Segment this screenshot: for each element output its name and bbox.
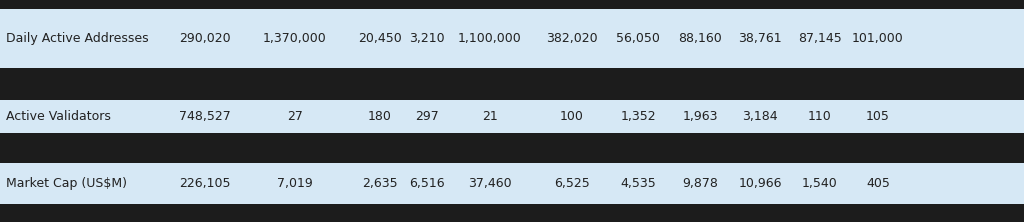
Text: 38,761: 38,761 [738,32,781,45]
Text: 405: 405 [866,177,890,190]
Text: 88,160: 88,160 [678,32,722,45]
FancyBboxPatch shape [0,163,1024,204]
Text: 21: 21 [482,110,498,123]
Text: 101,000: 101,000 [852,32,904,45]
Text: 1,352: 1,352 [621,110,655,123]
Text: 7,019: 7,019 [278,177,313,190]
Text: 10,966: 10,966 [738,177,781,190]
Text: 100: 100 [560,110,584,123]
Text: 297: 297 [415,110,439,123]
FancyBboxPatch shape [0,204,1024,222]
Text: 226,105: 226,105 [179,177,230,190]
Text: Daily Active Addresses: Daily Active Addresses [6,32,148,45]
Text: 87,145: 87,145 [798,32,842,45]
FancyBboxPatch shape [0,133,1024,163]
Text: 20,450: 20,450 [358,32,401,45]
Text: 105: 105 [866,110,890,123]
FancyBboxPatch shape [0,9,1024,68]
FancyBboxPatch shape [0,0,1024,9]
Text: 27: 27 [287,110,303,123]
Text: 2,635: 2,635 [362,177,397,190]
FancyBboxPatch shape [0,100,1024,133]
Text: Market Cap (US$M): Market Cap (US$M) [6,177,127,190]
Text: 4,535: 4,535 [621,177,656,190]
Text: 290,020: 290,020 [179,32,230,45]
Text: 37,460: 37,460 [468,177,512,190]
Text: 110: 110 [808,110,831,123]
Text: 1,963: 1,963 [682,110,718,123]
FancyBboxPatch shape [0,68,1024,100]
Text: 180: 180 [368,110,392,123]
Text: Active Validators: Active Validators [6,110,111,123]
Text: 6,525: 6,525 [554,177,590,190]
Text: 56,050: 56,050 [616,32,659,45]
Text: 3,184: 3,184 [742,110,778,123]
Text: 3,210: 3,210 [410,32,444,45]
Text: 1,370,000: 1,370,000 [263,32,327,45]
Text: 1,540: 1,540 [802,177,838,190]
Text: 382,020: 382,020 [546,32,598,45]
Text: 748,527: 748,527 [179,110,230,123]
Text: 9,878: 9,878 [682,177,718,190]
Text: 1,100,000: 1,100,000 [458,32,522,45]
Text: 6,516: 6,516 [410,177,444,190]
